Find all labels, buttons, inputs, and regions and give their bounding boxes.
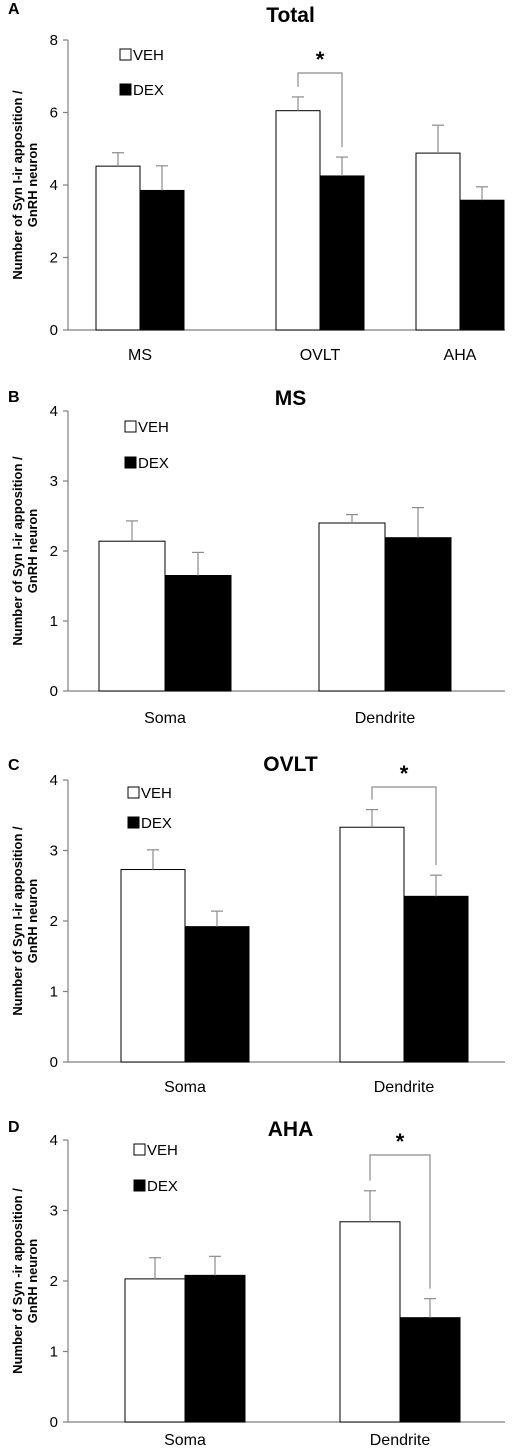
- bar-veh: [275, 110, 321, 331]
- legend-label-veh: VEH: [138, 419, 169, 436]
- bar-dex: [459, 199, 505, 331]
- x-category-label: Dendrite: [355, 710, 416, 727]
- bar-dex: [184, 926, 250, 1063]
- y-tick-label: 2: [50, 1273, 58, 1290]
- y-axis-label-line: GnRH neuron: [25, 509, 40, 594]
- y-tick-label: 4: [50, 177, 58, 194]
- bar-veh: [95, 165, 141, 331]
- panel-letter: C: [8, 757, 20, 774]
- y-tick-label: 0: [50, 322, 58, 339]
- chart-panel-a: A Total Number of Syn I-ir apposition / GnR…: [8, 1, 505, 364]
- bar-veh: [124, 1278, 186, 1423]
- y-tick-label: 3: [50, 843, 58, 860]
- x-category-label: OVLT: [300, 347, 341, 364]
- legend-label-dex: DEX: [138, 455, 169, 472]
- x-category-label: AHA: [444, 347, 477, 364]
- x-category-label: MS: [128, 347, 152, 364]
- bar-dex: [164, 575, 232, 692]
- legend-label-dex: DEX: [133, 82, 164, 99]
- chart-panel-d: D AHA Number of Syn -ir apposition / GnRH n…: [8, 1118, 505, 1449]
- y-axis-label-line: GnRH neuron: [25, 879, 40, 964]
- y-tick-label: 4: [50, 1132, 58, 1149]
- panel-letter: D: [8, 1119, 20, 1136]
- y-tick-label: 1: [50, 613, 58, 630]
- y-tick-label: 4: [50, 403, 58, 420]
- significance-marker: *: [400, 761, 409, 786]
- legend-swatch-veh: [127, 786, 140, 799]
- legend-swatch-dex: [124, 456, 137, 469]
- y-axis-label-line: Number of Syn I-ir apposition /: [10, 90, 25, 280]
- legend-swatch-veh: [119, 48, 132, 61]
- legend-swatch-dex: [127, 816, 140, 829]
- significance-bracket: [297, 72, 343, 148]
- y-tick-label: 0: [50, 1414, 58, 1431]
- bar-veh: [98, 540, 166, 692]
- bar-dex: [184, 1274, 246, 1423]
- x-category-label: Soma: [164, 1432, 206, 1449]
- x-category-label: Dendrite: [370, 1432, 431, 1449]
- bar-dex: [384, 537, 452, 692]
- legend-swatch-veh: [124, 420, 137, 433]
- chart-panel-c: C OVLT Number of Syn I-ir apposition / GnRH…: [8, 753, 505, 1096]
- y-tick-label: 2: [50, 913, 58, 930]
- bar-dex: [139, 189, 185, 331]
- bar-dex: [319, 175, 365, 331]
- y-axis-label-line: Number of Syn I-ir apposition /: [10, 456, 25, 646]
- y-axis-label-line: GnRH neuron: [25, 1239, 40, 1324]
- panel-title: Total: [266, 4, 315, 27]
- legend-label-veh: VEH: [147, 1142, 178, 1159]
- bar-veh: [339, 826, 405, 1063]
- panel-title: AHA: [268, 1118, 314, 1141]
- panel-letter: B: [8, 389, 20, 406]
- x-category-label: Soma: [164, 1079, 206, 1096]
- legend-swatch-dex: [119, 83, 132, 96]
- y-tick-label: 1: [50, 984, 58, 1001]
- y-tick-label: 6: [50, 105, 58, 122]
- bar-veh: [339, 1221, 401, 1423]
- x-category-label: Dendrite: [374, 1079, 435, 1096]
- significance-bracket: [371, 786, 437, 866]
- significance-bracket: [369, 1154, 431, 1289]
- panel-letter: A: [8, 1, 20, 18]
- bar-dex: [403, 895, 469, 1063]
- x-category-label: Soma: [144, 710, 186, 727]
- bar-veh: [415, 152, 461, 331]
- bar-dex: [399, 1317, 461, 1423]
- y-tick-label: 4: [50, 772, 58, 789]
- legend-label-dex: DEX: [147, 1178, 178, 1195]
- legend-label-veh: VEH: [141, 785, 172, 802]
- y-tick-label: 3: [50, 1203, 58, 1220]
- bar-veh: [318, 522, 386, 692]
- panel-title: OVLT: [263, 753, 318, 776]
- legend-swatch-dex: [133, 1179, 146, 1192]
- y-tick-label: 0: [50, 1054, 58, 1071]
- y-tick-label: 2: [50, 543, 58, 560]
- bar-veh: [120, 869, 186, 1063]
- significance-marker: *: [396, 1129, 405, 1154]
- y-tick-label: 8: [50, 32, 58, 49]
- chart-panel-b: B MS Number of Syn I-ir apposition / GnRH n…: [8, 387, 505, 727]
- legend-label-veh: VEH: [133, 47, 164, 64]
- panel-title: MS: [275, 387, 307, 410]
- y-axis-label-line: Number of Syn -ir apposition /: [10, 1188, 25, 1374]
- y-tick-label: 2: [50, 250, 58, 267]
- y-axis-label-line: GnRH neuron: [25, 143, 40, 228]
- y-tick-label: 0: [50, 683, 58, 700]
- legend-swatch-veh: [133, 1143, 146, 1156]
- legend-label-dex: DEX: [141, 815, 172, 832]
- y-tick-label: 3: [50, 473, 58, 490]
- y-axis-label-line: Number of Syn I-ir apposition /: [10, 826, 25, 1016]
- y-tick-label: 1: [50, 1344, 58, 1361]
- significance-marker: *: [316, 47, 325, 72]
